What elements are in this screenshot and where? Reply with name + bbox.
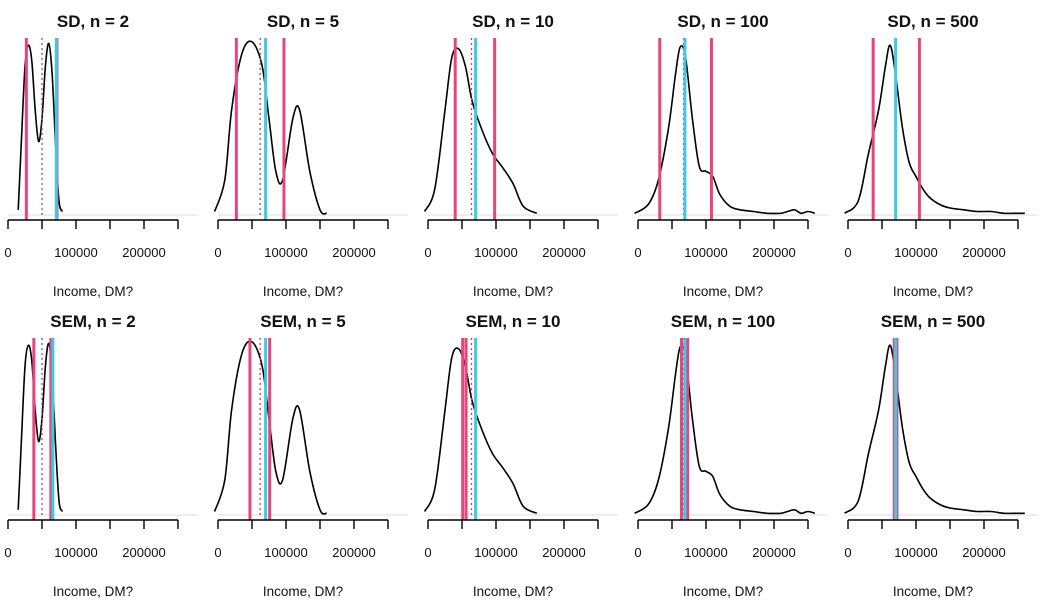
x-tick-label: 200000 bbox=[752, 245, 795, 260]
x-tick-label: 0 bbox=[844, 545, 851, 560]
panel-title: SD, n = 500 bbox=[887, 12, 978, 31]
density-curve bbox=[845, 45, 1025, 213]
x-tick-label: 200000 bbox=[332, 245, 375, 260]
x-tick-label: 100000 bbox=[894, 245, 937, 260]
x-tick-label: 0 bbox=[634, 245, 641, 260]
x-tick-label: 100000 bbox=[684, 545, 727, 560]
x-tick-label: 100000 bbox=[54, 245, 97, 260]
x-tick-label: 200000 bbox=[752, 545, 795, 560]
x-tick-label: 100000 bbox=[894, 545, 937, 560]
x-axis-label: Income, DM? bbox=[263, 584, 343, 599]
x-tick-label: 200000 bbox=[122, 245, 165, 260]
x-tick-label: 100000 bbox=[474, 545, 517, 560]
x-axis-label: Income, DM? bbox=[53, 284, 133, 299]
panel-title: SEM, n = 500 bbox=[881, 312, 985, 331]
x-tick-label: 100000 bbox=[264, 245, 307, 260]
density-curve bbox=[635, 46, 815, 214]
panel-title: SD, n = 100 bbox=[677, 12, 768, 31]
density-curve bbox=[425, 48, 537, 213]
x-axis-label: Income, DM? bbox=[263, 284, 343, 299]
panel-title: SEM, n = 5 bbox=[260, 312, 346, 331]
x-tick-label: 100000 bbox=[54, 545, 97, 560]
x-tick-label: 0 bbox=[4, 245, 11, 260]
panel-title: SEM, n = 100 bbox=[671, 312, 775, 331]
x-tick-label: 0 bbox=[634, 545, 641, 560]
x-axis-label: Income, DM? bbox=[473, 584, 553, 599]
chart-canvas: SD, n = 2 0 100000 200000 Income, DM? SD, n =… bbox=[0, 0, 1050, 600]
x-axis-label: Income, DM? bbox=[893, 584, 973, 599]
panel-title: SD, n = 2 bbox=[57, 12, 129, 31]
density-curve bbox=[425, 348, 537, 513]
x-axis-label: Income, DM? bbox=[683, 584, 763, 599]
chart-figure: SD, n = 2 0 100000 200000 Income, DM? SD, n =… bbox=[0, 0, 1050, 600]
density-curve bbox=[18, 343, 62, 511]
density-curve bbox=[845, 345, 1025, 513]
x-tick-label: 100000 bbox=[264, 545, 307, 560]
x-tick-label: 200000 bbox=[332, 545, 375, 560]
x-tick-label: 200000 bbox=[122, 545, 165, 560]
x-tick-label: 0 bbox=[4, 545, 11, 560]
panel-title: SD, n = 10 bbox=[472, 12, 554, 31]
x-tick-label: 200000 bbox=[542, 245, 585, 260]
x-tick-label: 200000 bbox=[962, 245, 1005, 260]
x-axis-label: Income, DM? bbox=[683, 284, 763, 299]
x-tick-label: 200000 bbox=[542, 545, 585, 560]
x-axis-label: Income, DM? bbox=[893, 284, 973, 299]
x-tick-label: 0 bbox=[424, 245, 431, 260]
x-tick-label: 200000 bbox=[962, 545, 1005, 560]
panel-title: SD, n = 5 bbox=[267, 12, 339, 31]
panel-title: SEM, n = 10 bbox=[466, 312, 561, 331]
x-tick-label: 0 bbox=[844, 245, 851, 260]
x-tick-label: 0 bbox=[214, 545, 221, 560]
density-curve bbox=[635, 346, 815, 514]
x-tick-label: 0 bbox=[424, 545, 431, 560]
panel-title: SEM, n = 2 bbox=[50, 312, 136, 331]
x-axis-label: Income, DM? bbox=[53, 584, 133, 599]
x-tick-label: 100000 bbox=[684, 245, 727, 260]
x-axis-label: Income, DM? bbox=[473, 284, 553, 299]
x-tick-label: 0 bbox=[214, 245, 221, 260]
density-curve bbox=[215, 41, 327, 214]
x-tick-label: 100000 bbox=[474, 245, 517, 260]
